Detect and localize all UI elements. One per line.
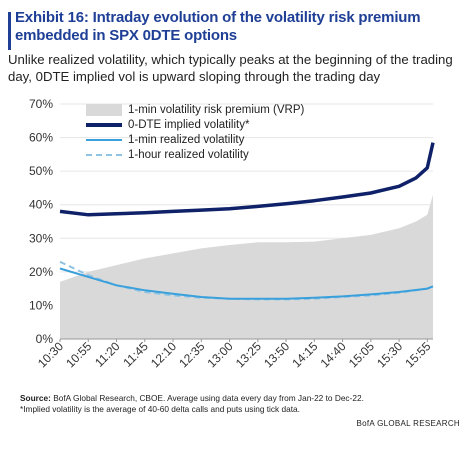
x-tick-label: 13:25: [233, 339, 264, 370]
footer-source: Source: BofA Global Research, CBOE. Aver…: [20, 393, 460, 403]
x-tick-label: 12:10: [148, 339, 179, 370]
legend-label-vrp: 1-min volatility risk premium (VRP): [128, 103, 305, 116]
series-area-vrp: [60, 194, 433, 339]
legend-item-implied: 0-DTE implied volatility*: [86, 117, 304, 132]
x-tick-label: 15:30: [374, 339, 405, 370]
legend-label-realized-1hour: 1-hour realized volatility: [128, 148, 249, 161]
x-tick-label: 12:35: [176, 339, 207, 370]
legend-item-realized-1hour: 1-hour realized volatility: [86, 147, 304, 162]
y-tick-label: 20%: [29, 265, 53, 279]
chart-legend: 1-min volatility risk premium (VRP) 0-DT…: [86, 102, 304, 162]
x-tick-label: 15:55: [402, 339, 433, 370]
x-tick-label: 14:40: [318, 339, 349, 370]
legend-key-implied: [86, 122, 122, 127]
x-tick-label: 13:00: [205, 339, 236, 370]
y-tick-label: 70%: [29, 97, 53, 111]
x-tick-label: 10:55: [63, 339, 94, 370]
series-line-implied: [59, 142, 435, 217]
y-tick-label: 0%: [36, 332, 54, 346]
y-tick-label: 30%: [29, 231, 53, 245]
legend-key-realized-1hour: [86, 153, 122, 156]
chart-svg: 0%10%20%30%40%50%60%70%10:3010:5511:2011…: [29, 97, 435, 370]
y-tick-label: 60%: [29, 131, 53, 145]
x-tick-label: 13:50: [261, 339, 292, 370]
legend-label-implied: 0-DTE implied volatility*: [128, 118, 250, 131]
page-subtitle: Unlike realized volatility, which typica…: [8, 52, 453, 84]
x-tick-label: 11:20: [92, 339, 123, 370]
y-tick-label: 50%: [29, 164, 53, 178]
footer-brand: BofA GLOBAL RESEARCH: [356, 419, 460, 428]
footer-note: *Implied volatility is the average of 40…: [20, 404, 300, 414]
footer-source-label: Source:: [20, 393, 51, 403]
legend-label-realized-1min: 1-min realized volatility: [128, 133, 245, 146]
page-title: Exhibit 16: Intraday evolution of the vo…: [15, 9, 421, 44]
legend-item-vrp: 1-min volatility risk premium (VRP): [86, 102, 304, 117]
y-tick-label: 40%: [29, 198, 53, 212]
legend-key-vrp: [86, 103, 122, 116]
series-line-realized-1min: [59, 267, 434, 300]
x-tick-label: 15:05: [346, 339, 377, 370]
legend-key-realized-1min: [86, 138, 122, 141]
legend-item-realized-1min: 1-min realized volatility: [86, 132, 304, 147]
x-tick-label: 11:45: [120, 339, 151, 370]
y-tick-label: 10%: [29, 298, 53, 312]
footer-source-text: BofA Global Research, CBOE. Average usin…: [50, 393, 364, 403]
title-accent-bar: [8, 12, 11, 50]
x-tick-label: 14:15: [289, 339, 320, 370]
